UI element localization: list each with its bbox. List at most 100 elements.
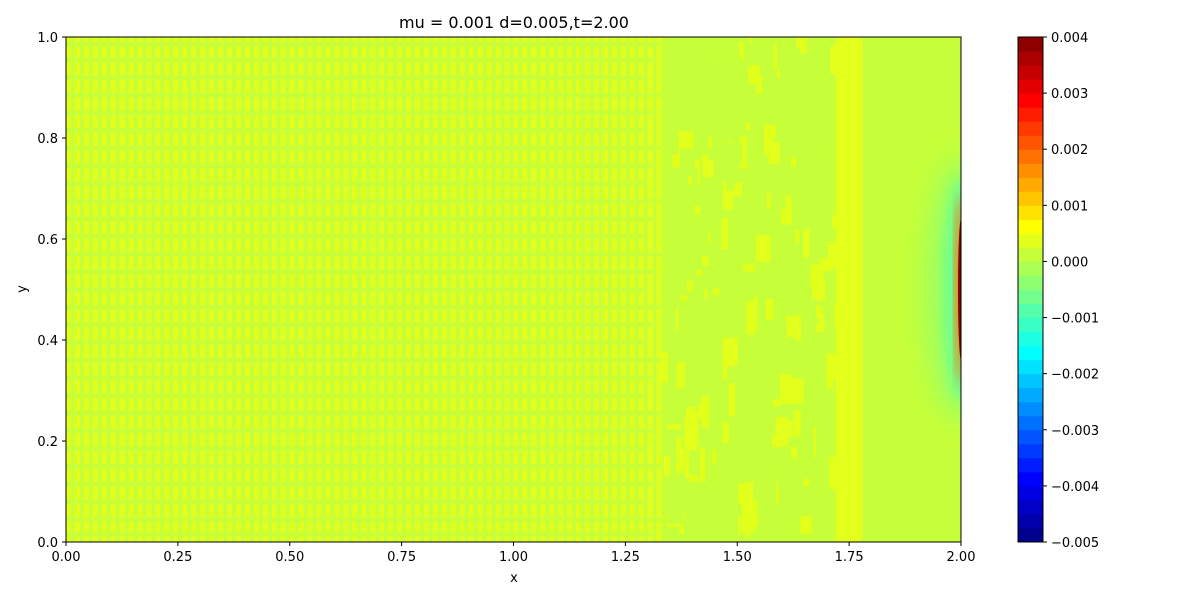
colorbar-segment [1018, 485, 1043, 501]
field-patch [798, 297, 811, 326]
field-patch [772, 399, 780, 407]
field-patch [727, 454, 735, 467]
colorbar-segment [1018, 387, 1043, 403]
field-patch [674, 203, 689, 238]
x-tick-label: 0.50 [275, 550, 304, 565]
field-patch [720, 478, 732, 490]
y-tick-label: 0.0 [37, 536, 58, 551]
field-patch [686, 37, 690, 51]
field-patch [728, 53, 741, 85]
field-patch [715, 397, 725, 420]
field-patch [821, 436, 827, 458]
field-stripe-break [66, 75, 644, 80]
field-patch [701, 116, 706, 123]
field-stripe-break [66, 340, 644, 345]
colorbar-segment [1018, 471, 1043, 487]
field-patch [661, 277, 669, 300]
field-patch [738, 516, 742, 535]
field-patch [806, 421, 812, 451]
field-stripe [656, 37, 662, 542]
field-patch [738, 41, 744, 60]
field-patch [800, 146, 803, 171]
field-patch [693, 91, 700, 118]
field-patch [785, 315, 792, 322]
colorbar-segment [1018, 191, 1043, 206]
field-patch [696, 269, 703, 276]
plot-area [65, 36, 962, 543]
field-patch [755, 505, 764, 516]
field-patch [784, 301, 797, 316]
field-patch [746, 286, 749, 311]
field-patch [721, 218, 729, 250]
field-patch [701, 256, 709, 266]
field-patch [815, 165, 828, 199]
field-patch [678, 131, 694, 149]
field-patch [768, 141, 780, 165]
field-patch [664, 240, 679, 271]
field-patch [752, 397, 756, 430]
field-stripe-break [66, 499, 644, 504]
y-tick-label: 0.8 [37, 132, 58, 147]
field-patch [675, 477, 690, 513]
field-stripe-break [66, 110, 653, 115]
field-patch [676, 437, 684, 471]
colorbar-segment [1018, 205, 1043, 220]
field-patch [711, 209, 722, 230]
field-patch [748, 189, 753, 223]
colorbar-segment [1018, 135, 1043, 150]
field-patch [766, 192, 771, 209]
field-patch [793, 200, 798, 213]
field-band [835, 37, 863, 542]
colorbar-segment [1018, 93, 1043, 108]
field-patch [696, 214, 701, 229]
colorbar-segment [1018, 149, 1043, 164]
colorbar-tick-label: −0.002 [1051, 368, 1099, 383]
field-patch [728, 108, 734, 142]
field-patch [790, 252, 801, 276]
field-patch [803, 228, 810, 259]
x-axis-label: x [510, 571, 518, 586]
field-patch [782, 337, 797, 366]
field-patch [760, 437, 764, 449]
field-patch [726, 174, 735, 191]
field-stripe-break [66, 216, 653, 221]
field-patch [677, 446, 680, 475]
colorbar-segment [1018, 317, 1043, 333]
field-patch [823, 490, 838, 525]
field-patch [816, 355, 822, 369]
colorbar-segment [1018, 163, 1043, 178]
field-patch [689, 449, 703, 475]
field-transition [661, 37, 850, 542]
field-stripe-break [66, 199, 662, 204]
field-stripe-break [66, 146, 662, 151]
field-patch [685, 156, 693, 163]
field-patch [662, 341, 673, 361]
field-patch [692, 412, 699, 446]
field-patch [813, 427, 817, 458]
x-tick-label: 1.00 [499, 550, 528, 565]
field-stripe-break [66, 322, 653, 327]
colorbar-segment [1018, 443, 1043, 459]
field-patch [757, 513, 765, 530]
field-patch [686, 360, 691, 376]
field-patch [738, 482, 754, 504]
field-patch [704, 289, 708, 299]
field-stripe-break [66, 305, 662, 310]
field-patch [809, 64, 823, 94]
field-patch [777, 420, 794, 438]
field-stripe-break [66, 57, 653, 62]
colorbar-segment [1018, 499, 1043, 515]
field-patch [741, 84, 746, 105]
field-patch [772, 434, 788, 447]
field-patch [784, 126, 797, 153]
field-patch [682, 528, 696, 535]
field-stripe-break [66, 358, 662, 363]
colorbar-segment [1018, 331, 1043, 347]
field-patch [671, 145, 681, 168]
field-patch [793, 410, 801, 437]
colorbar-tick-label: 0.003 [1051, 87, 1088, 102]
colorbar-segment [1018, 37, 1043, 52]
field-patch [746, 301, 756, 335]
field-patch [807, 301, 816, 315]
